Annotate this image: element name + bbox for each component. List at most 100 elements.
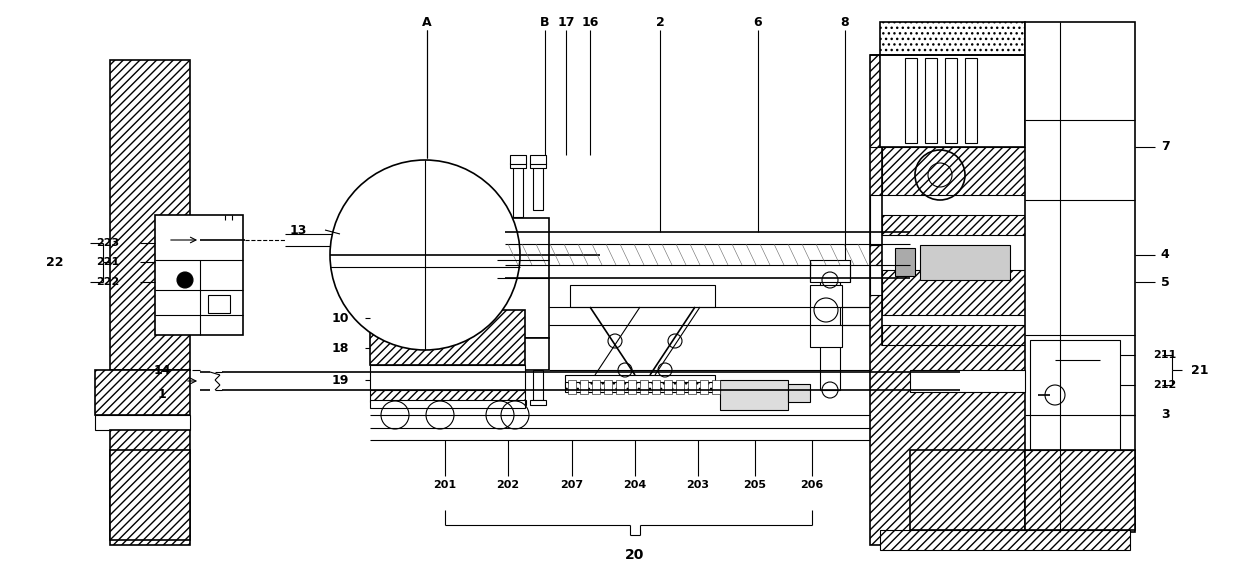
Bar <box>497 218 549 338</box>
Bar <box>870 265 1049 295</box>
Text: 16: 16 <box>581 16 598 29</box>
Bar <box>1025 22 1135 532</box>
Bar <box>95 415 190 430</box>
Bar <box>565 382 720 392</box>
Text: 17: 17 <box>558 16 575 29</box>
Bar <box>567 380 576 394</box>
Text: 18: 18 <box>331 342 348 354</box>
Text: 13: 13 <box>290 223 307 237</box>
Bar <box>580 380 589 394</box>
Bar <box>720 380 788 410</box>
Bar <box>641 380 648 394</box>
Circle shape <box>330 160 520 350</box>
Bar <box>664 380 672 394</box>
Bar <box>1025 450 1135 530</box>
Text: 207: 207 <box>560 480 584 490</box>
Bar <box>882 270 1037 315</box>
Text: 21: 21 <box>1191 363 1209 377</box>
Bar <box>155 215 243 335</box>
Bar <box>370 390 525 402</box>
Bar <box>616 380 624 394</box>
Bar <box>530 155 546 164</box>
Bar <box>965 58 978 143</box>
Text: 2: 2 <box>655 16 664 29</box>
Bar <box>810 260 850 282</box>
Text: 14: 14 <box>154 363 171 377</box>
Text: 222: 222 <box>97 277 120 287</box>
Text: 5: 5 <box>1161 276 1170 289</box>
Bar <box>533 165 543 210</box>
Text: 3: 3 <box>1161 409 1170 422</box>
Bar <box>945 58 957 143</box>
Bar <box>565 375 715 387</box>
Bar <box>370 400 525 408</box>
Text: 20: 20 <box>626 548 644 562</box>
Circle shape <box>177 272 193 288</box>
Bar <box>788 384 810 402</box>
Bar <box>592 380 600 394</box>
Bar <box>820 280 840 390</box>
Bar <box>921 245 1010 280</box>
Bar <box>882 145 1037 195</box>
Text: 204: 204 <box>623 480 647 490</box>
Text: 19: 19 <box>331 374 348 387</box>
Bar <box>530 163 546 168</box>
Text: 1: 1 <box>157 388 166 402</box>
Bar <box>533 370 543 400</box>
Text: 202: 202 <box>497 480 519 490</box>
Text: 211: 211 <box>1154 350 1177 360</box>
Bar <box>510 400 527 405</box>
Bar <box>110 430 190 545</box>
Bar <box>510 155 527 164</box>
Text: 22: 22 <box>46 255 63 269</box>
Bar <box>497 338 549 370</box>
Bar <box>909 370 1025 392</box>
Text: A: A <box>422 16 432 29</box>
Bar <box>370 365 525 390</box>
Text: 212: 212 <box>1154 380 1177 390</box>
Bar <box>880 22 1025 57</box>
Bar <box>652 380 660 394</box>
Bar <box>95 370 190 415</box>
Text: 201: 201 <box>434 480 456 490</box>
Text: 6: 6 <box>753 16 762 29</box>
Bar <box>904 58 917 143</box>
Bar <box>110 450 190 540</box>
Bar <box>603 380 612 394</box>
Bar <box>208 295 230 313</box>
Bar <box>810 285 843 347</box>
Text: 221: 221 <box>97 257 120 267</box>
Text: 203: 203 <box>686 480 710 490</box>
Text: B: B <box>540 16 550 29</box>
Bar <box>110 60 190 370</box>
Text: 205: 205 <box>743 480 767 490</box>
Text: 10: 10 <box>331 311 348 325</box>
Bar <box>418 247 432 277</box>
Bar <box>895 248 914 276</box>
Bar <box>700 380 707 394</box>
Text: 223: 223 <box>97 238 119 248</box>
Bar <box>510 163 527 168</box>
Bar <box>513 165 523 217</box>
Bar <box>882 215 1037 235</box>
Bar <box>513 370 523 400</box>
Bar <box>370 310 525 365</box>
Bar <box>676 380 684 394</box>
Bar <box>712 380 720 394</box>
Bar <box>570 285 715 307</box>
Bar <box>882 325 1037 345</box>
Text: 4: 4 <box>1161 248 1170 262</box>
Text: 206: 206 <box>800 480 824 490</box>
Bar <box>628 380 636 394</box>
Bar <box>688 380 696 394</box>
Text: 7: 7 <box>1161 141 1170 153</box>
Bar <box>880 55 1025 147</box>
Bar <box>530 400 546 405</box>
Bar <box>880 530 1130 550</box>
Bar <box>870 55 1049 545</box>
Bar <box>870 195 1049 245</box>
Bar <box>909 450 1025 530</box>
Bar <box>1030 340 1120 450</box>
Bar <box>882 145 1037 345</box>
Text: 8: 8 <box>841 16 849 29</box>
